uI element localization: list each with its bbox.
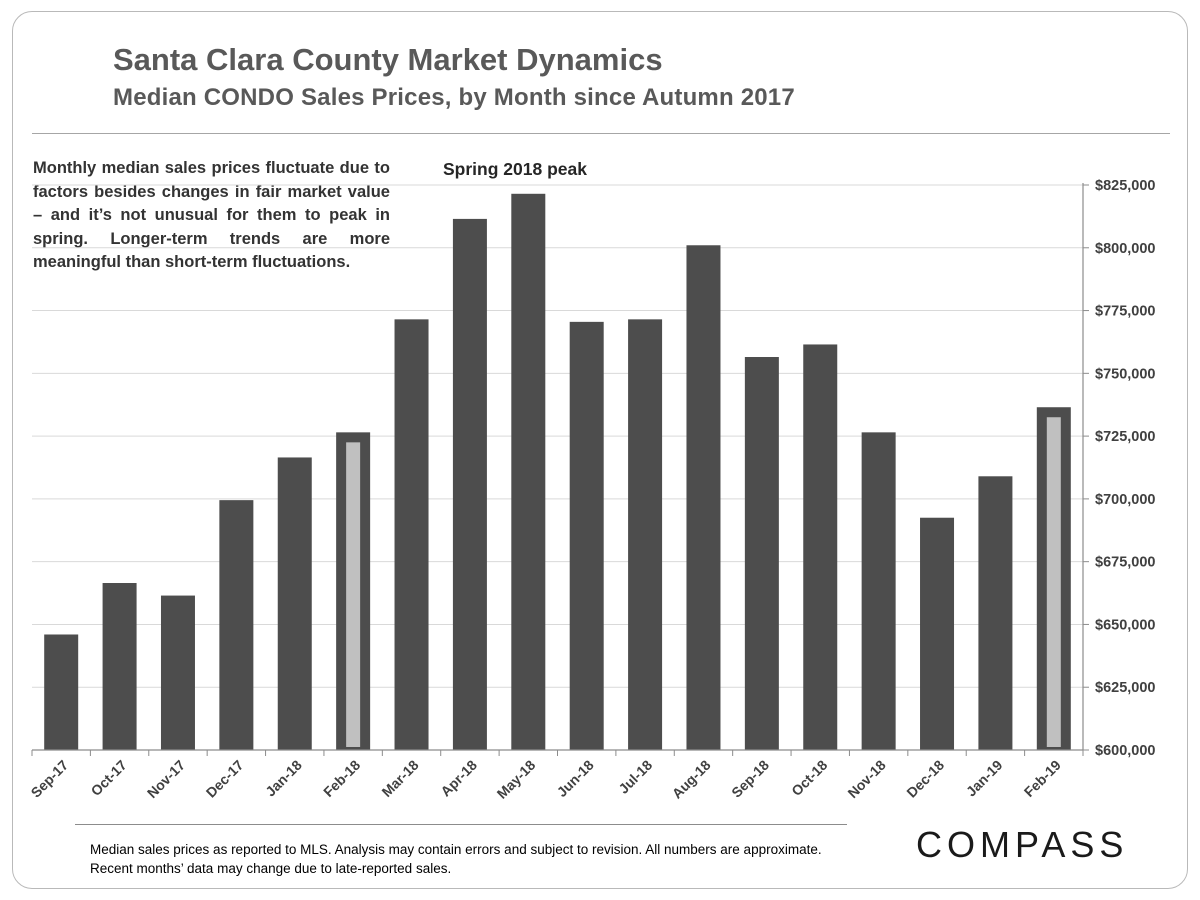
x-tick-label: Mar-18 (378, 757, 421, 800)
x-tick-label: Sep-17 (28, 757, 72, 801)
x-tick-label: Feb-19 (1021, 757, 1064, 800)
bar (219, 500, 254, 750)
y-tick-label: $775,000 (1095, 304, 1155, 320)
bar (511, 193, 546, 751)
x-tick-label: Dec-17 (203, 757, 247, 801)
bar (803, 344, 838, 750)
x-tick-label: Jan-18 (262, 757, 305, 800)
y-tick-label: $825,000 (1095, 178, 1155, 194)
bar (861, 432, 896, 750)
x-tick-label: Apr-18 (437, 757, 480, 800)
y-tick-label: $600,000 (1095, 743, 1155, 759)
bar (277, 457, 312, 750)
x-tick-labels: Sep-17 Oct-17 Nov-17 Dec-17 Jan-18 Feb-18 Mar-… (28, 757, 1065, 802)
x-tick-label: Aug-18 (669, 757, 714, 802)
compass-logo: COMPASS (916, 824, 1129, 865)
bar (394, 319, 429, 750)
header-divider (32, 133, 1170, 134)
bar (628, 319, 663, 750)
y-tick-label: $800,000 (1095, 241, 1155, 257)
x-tick-label: Sep-18 (728, 757, 772, 801)
x-tick-label: Nov-18 (844, 757, 888, 801)
bar (160, 595, 195, 750)
bar (686, 245, 721, 750)
y-tick-label: $675,000 (1095, 555, 1155, 571)
bar (44, 634, 79, 750)
bar-highlight (346, 442, 361, 747)
x-tick-label: Jun-18 (554, 757, 597, 800)
chart-title: Santa Clara County Market Dynamics (113, 42, 663, 77)
x-tick-label: Oct-18 (788, 757, 830, 799)
y-tick-label: $650,000 (1095, 617, 1155, 633)
y-tick-label: $700,000 (1095, 492, 1155, 508)
bar (569, 321, 604, 750)
footnote: Median sales prices as reported to MLS. … (90, 842, 822, 876)
chart-subtitle: Median CONDO Sales Prices, by Month sinc… (113, 84, 795, 111)
explanatory-note: Monthly median sales prices fluctuate du… (33, 159, 390, 271)
y-tick-label: $725,000 (1095, 429, 1155, 445)
bar (452, 218, 487, 750)
x-tick-label: Jul-18 (615, 757, 655, 797)
x-tick-label: Jan-19 (963, 757, 1006, 800)
bar (744, 357, 779, 750)
peak-annotation: Spring 2018 peak (443, 159, 587, 179)
axes (31, 183, 1089, 756)
bars (44, 193, 1071, 751)
footnote-divider (75, 824, 847, 825)
x-tick-label: Feb-18 (320, 757, 363, 800)
x-tick-label: Oct-17 (88, 757, 130, 799)
x-tick-label: May-18 (494, 757, 539, 802)
bar (978, 476, 1013, 750)
gridlines (32, 184, 1083, 688)
bar (920, 517, 955, 750)
y-tick-label: $750,000 (1095, 366, 1155, 382)
y-tick-label: $625,000 (1095, 680, 1155, 696)
bar (102, 583, 137, 750)
y-tick-labels: $600,000 $625,000 $650,000 $675,000 $700,000… (1095, 178, 1155, 759)
bar-highlight (1046, 417, 1061, 747)
x-tick-label: Dec-18 (903, 757, 947, 801)
x-tick-label: Nov-17 (144, 757, 188, 801)
